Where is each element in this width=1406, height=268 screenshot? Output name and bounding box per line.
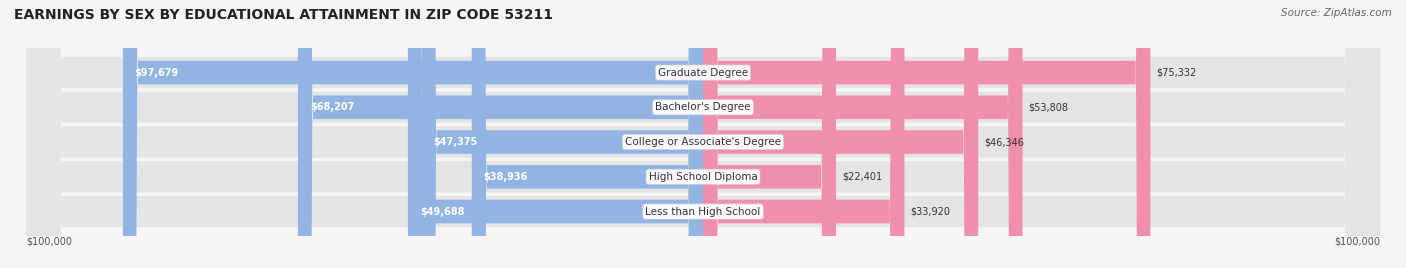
FancyBboxPatch shape <box>25 0 1381 268</box>
FancyBboxPatch shape <box>472 0 703 268</box>
Text: $38,936: $38,936 <box>484 172 529 182</box>
FancyBboxPatch shape <box>703 0 904 268</box>
Text: $100,000: $100,000 <box>1334 237 1381 247</box>
FancyBboxPatch shape <box>25 0 1381 268</box>
Text: $75,332: $75,332 <box>1156 68 1197 77</box>
FancyBboxPatch shape <box>703 0 837 268</box>
Text: Less than High School: Less than High School <box>645 207 761 217</box>
FancyBboxPatch shape <box>422 0 703 268</box>
FancyBboxPatch shape <box>298 0 703 268</box>
Text: $100,000: $100,000 <box>25 237 72 247</box>
FancyBboxPatch shape <box>25 0 1381 268</box>
FancyBboxPatch shape <box>703 0 1150 268</box>
Legend: Male, Female: Male, Female <box>651 265 755 268</box>
Text: $22,401: $22,401 <box>842 172 882 182</box>
Text: College or Associate's Degree: College or Associate's Degree <box>626 137 780 147</box>
Text: EARNINGS BY SEX BY EDUCATIONAL ATTAINMENT IN ZIP CODE 53211: EARNINGS BY SEX BY EDUCATIONAL ATTAINMEN… <box>14 8 553 22</box>
Text: $33,920: $33,920 <box>911 207 950 217</box>
Text: $49,688: $49,688 <box>420 207 464 217</box>
Text: Bachelor's Degree: Bachelor's Degree <box>655 102 751 112</box>
Text: $97,679: $97,679 <box>135 68 179 77</box>
Text: Source: ZipAtlas.com: Source: ZipAtlas.com <box>1281 8 1392 18</box>
FancyBboxPatch shape <box>703 0 979 268</box>
Text: $46,346: $46,346 <box>984 137 1024 147</box>
Text: $47,375: $47,375 <box>433 137 478 147</box>
Text: $68,207: $68,207 <box>309 102 354 112</box>
Text: Graduate Degree: Graduate Degree <box>658 68 748 77</box>
FancyBboxPatch shape <box>703 0 1022 268</box>
Text: High School Diploma: High School Diploma <box>648 172 758 182</box>
Text: $53,808: $53,808 <box>1029 102 1069 112</box>
FancyBboxPatch shape <box>122 0 703 268</box>
FancyBboxPatch shape <box>25 0 1381 268</box>
FancyBboxPatch shape <box>408 0 703 268</box>
FancyBboxPatch shape <box>25 0 1381 268</box>
